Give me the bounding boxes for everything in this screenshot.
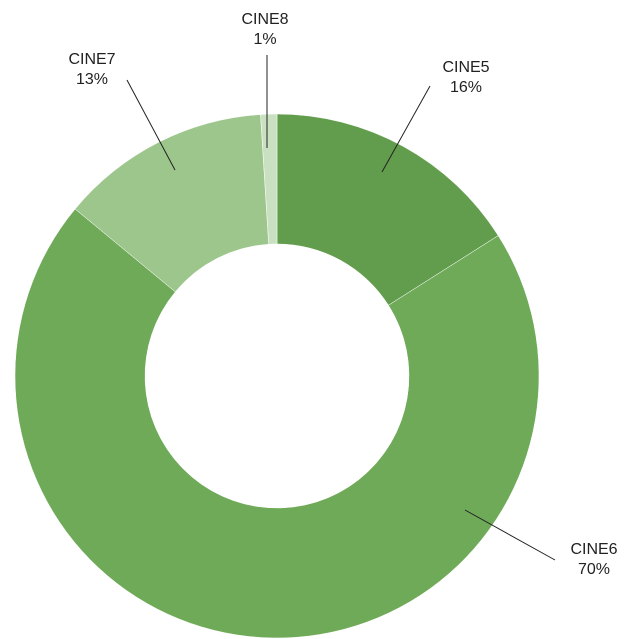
slice-label: CINE5: [442, 59, 489, 76]
slice-value: 13%: [76, 71, 108, 88]
slice-value: 1%: [253, 31, 276, 48]
slice-value: 70%: [578, 561, 610, 578]
slice-value: 16%: [450, 79, 482, 96]
slice-label: CINE6: [570, 541, 617, 558]
leader-line: [126, 79, 176, 171]
leader-line: [381, 85, 431, 173]
donut-slice: [276, 113, 499, 306]
slice-label: CINE7: [68, 51, 115, 68]
leader-line: [464, 509, 556, 561]
donut-slice: [260, 113, 278, 245]
donut-slice: [14, 208, 540, 639]
slice-label: CINE8: [241, 11, 288, 28]
